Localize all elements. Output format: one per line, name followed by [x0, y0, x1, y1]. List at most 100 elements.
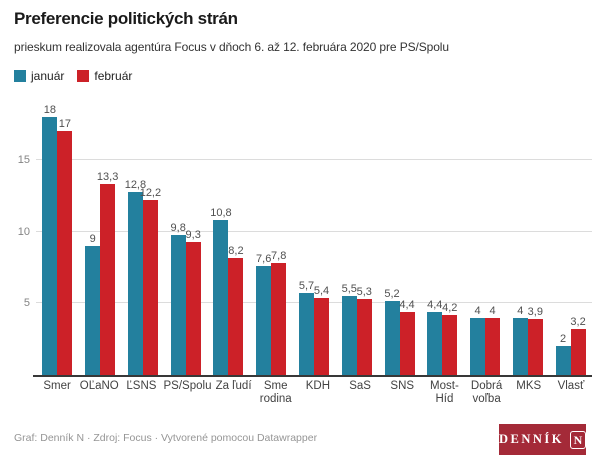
bar-value-label: 7,8 — [271, 250, 287, 263]
bar-group: 12,8 12,2 — [122, 97, 165, 375]
bar-február-za-ud-[interactable]: 8,2 — [228, 245, 244, 375]
plot-area: 5 10 15 18 17 9 13,3 12,8 12,2 9,8 9,3 10,8 8,2 7,6 7,… — [18, 97, 592, 377]
bar-value-label: 4 — [489, 304, 496, 317]
bar-value-label: 4,4 — [427, 298, 443, 311]
dennikn-logo-text: DENNÍK — [499, 432, 565, 446]
category-label: Sme rodina — [259, 380, 292, 405]
chart-title: Preferencie politických strán — [14, 9, 238, 28]
bar-value-label: 5,2 — [384, 287, 400, 300]
bar-group: 9 13,3 — [79, 97, 122, 375]
bar-január-smer[interactable]: 18 — [42, 104, 58, 375]
gridline — [36, 159, 592, 161]
category-label: Most-Híd — [430, 380, 459, 405]
bar-value-label: 8,2 — [228, 244, 244, 257]
bar-január-ps-spolu[interactable]: 9,8 — [171, 222, 186, 375]
bar-value-label: 3,2 — [570, 316, 586, 329]
bar-value-label: 3,9 — [527, 306, 543, 319]
bar-január-vlas-[interactable]: 2 — [555, 333, 571, 375]
bar-január-za-ud-[interactable]: 10,8 — [210, 207, 232, 375]
legend: január február — [14, 69, 132, 83]
category-label: Dobrá voľba — [470, 380, 503, 405]
footer-credit: Graf: Denník N · Zdroj: Focus · Vytvoren… — [14, 432, 318, 444]
bar-február-most-h-d[interactable]: 4,2 — [442, 302, 457, 375]
bar-group: 18 17 — [36, 97, 79, 375]
bar-január--sns[interactable]: 12,8 — [125, 179, 146, 375]
bar-value-label: 2 — [560, 333, 567, 346]
bar-value-label: 5,7 — [298, 280, 315, 293]
bar-group: 5,5 5,3 — [335, 97, 378, 375]
bar-value-label: 10,8 — [210, 207, 232, 220]
category-label: SNS — [390, 380, 415, 392]
bar-január-dobr-vo-ba[interactable]: 4 — [470, 305, 486, 375]
bar-január-o-ano[interactable]: 9 — [85, 233, 101, 375]
bar-group: 5,7 5,4 — [293, 97, 336, 375]
bar-value-label: 5,5 — [341, 283, 357, 296]
bar-value-label: 9,3 — [185, 228, 201, 241]
bar-value-label: 4 — [474, 304, 481, 317]
bar-value-label: 4,4 — [399, 298, 415, 311]
bar-január-kdh[interactable]: 5,7 — [299, 280, 314, 375]
bar-február-kdh[interactable]: 5,4 — [314, 285, 329, 375]
bar-január-sme-rodina[interactable]: 7,6 — [256, 253, 271, 375]
bar-group: 4 3,9 — [506, 97, 549, 375]
category-label: PS/Spolu — [163, 380, 212, 392]
category-label: ĽSNS — [126, 380, 157, 392]
dennikn-logo[interactable]: DENNÍK N — [499, 424, 586, 455]
category-label: Smer — [43, 380, 71, 392]
bar-value-label: 4 — [517, 304, 524, 317]
bar-group: 7,6 7,8 — [250, 97, 293, 375]
bar-január-sns[interactable]: 5,2 — [384, 288, 400, 375]
bar-value-label: 12,2 — [139, 187, 162, 200]
bar-február-sas[interactable]: 5,3 — [357, 286, 372, 375]
x-axis-baseline — [33, 375, 592, 377]
category-label: OĽaNO — [79, 380, 119, 392]
bar-value-label: 7,6 — [256, 253, 272, 266]
bar-január-sas[interactable]: 5,5 — [342, 283, 357, 375]
bar-value-label: 18 — [43, 104, 56, 117]
chart-subtitle: prieskum realizovala agentúra Focus v dň… — [14, 40, 449, 54]
category-axis: Smer OĽaNO ĽSNS PS/Spolu Za ľudí Sme rodina KD… — [36, 380, 592, 406]
legend-item-januar: január — [14, 69, 64, 83]
bar-value-label: 17 — [58, 118, 71, 131]
category-label: KDH — [305, 380, 331, 392]
bar-január-mks[interactable]: 4 — [512, 305, 528, 375]
bar-február--sns[interactable]: 12,2 — [140, 187, 161, 375]
bar-value-label: 5,4 — [313, 284, 330, 297]
bar-value-label: 5,3 — [356, 286, 372, 299]
bar-group: 2 3,2 — [549, 97, 592, 375]
bar-február-o-ano[interactable]: 13,3 — [97, 171, 118, 375]
legend-label: január — [31, 69, 65, 83]
bar-group: 4,4 4,2 — [421, 97, 464, 375]
bar-február-sns[interactable]: 4,4 — [399, 299, 415, 375]
bar-value-label: 13,3 — [96, 171, 119, 184]
bar-group: 5,2 4,4 — [378, 97, 421, 375]
dennikn-n-icon: N — [570, 430, 586, 449]
bar-február-mks[interactable]: 3,9 — [528, 306, 543, 375]
februar-color-swatch — [77, 70, 90, 82]
bar-columns: 18 17 9 13,3 12,8 12,2 9,8 9,3 10,8 8,2 7,6 7,8 5,7 5… — [36, 97, 592, 375]
bar-február-ps-spolu[interactable]: 9,3 — [186, 229, 201, 375]
y-tick-label: 10 — [17, 225, 30, 238]
legend-label: február — [94, 69, 133, 83]
bar-február-sme-rodina[interactable]: 7,8 — [271, 250, 286, 375]
category-label: Vlasť — [557, 380, 585, 392]
januar-color-swatch — [14, 70, 26, 82]
y-tick-label: 15 — [17, 154, 30, 167]
category-label: Za ľudí — [215, 380, 252, 392]
y-tick-label: 5 — [23, 297, 30, 310]
gridline — [36, 230, 592, 232]
bar-value-label: 9,8 — [170, 221, 186, 234]
legend-item-februar: február — [77, 69, 132, 83]
bar-február-dobr-vo-ba[interactable]: 4 — [485, 305, 501, 375]
bar-január-most-h-d[interactable]: 4,4 — [427, 299, 442, 375]
bar-február-vlas-[interactable]: 3,2 — [570, 316, 586, 375]
bar-value-label: 4,2 — [442, 301, 458, 314]
bar-group: 9,8 9,3 — [164, 97, 207, 375]
category-label: MKS — [516, 380, 542, 392]
category-label: SaS — [349, 380, 371, 392]
bar-február-smer[interactable]: 17 — [57, 118, 73, 375]
bar-group: 10,8 8,2 — [207, 97, 250, 375]
bar-value-label: 9 — [89, 233, 96, 246]
bar-value-label: 12,8 — [124, 178, 147, 191]
